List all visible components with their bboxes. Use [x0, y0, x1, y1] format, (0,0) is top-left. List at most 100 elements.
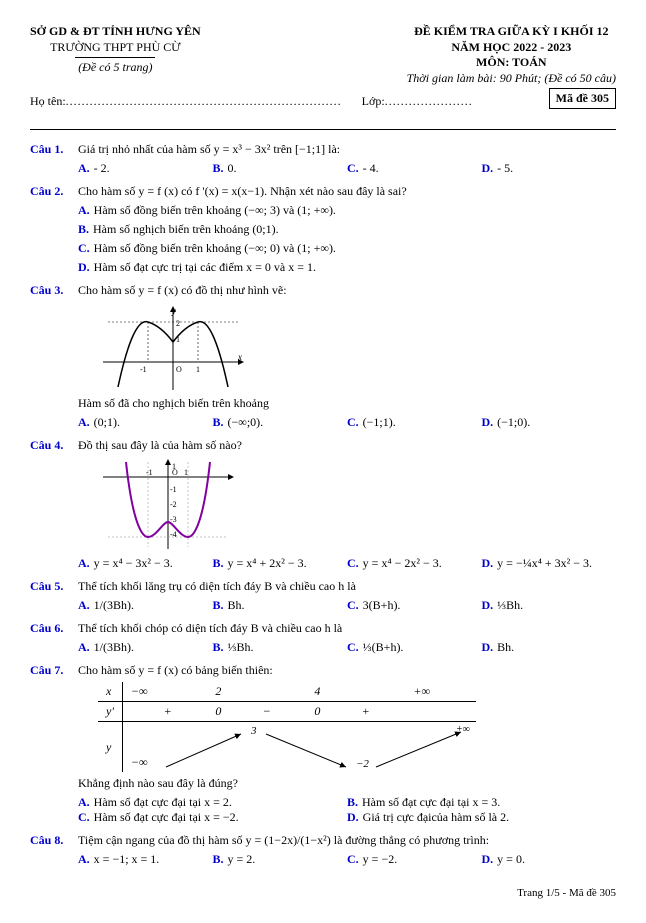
q7-c: Hàm số đạt cực đại tại x = −2.: [94, 810, 239, 824]
q6-b: ⅓Bh.: [228, 640, 254, 654]
header-left: SỞ GD & ĐT TỈNH HƯNG YÊN TRƯỜNG THPT PHÙ…: [30, 24, 201, 86]
q5-text: Thể tích khối lăng trụ có diện tích đáy …: [78, 579, 616, 594]
q2-b: Hàm số nghịch biến trên khoảng (0;1).: [93, 222, 279, 236]
question-1: Câu 1. Giá trị nhỏ nhất của hàm số y = x…: [30, 142, 616, 176]
q3-post: Hàm số đã cho nghịch biến trên khoảng: [78, 396, 616, 411]
svg-text:-2: -2: [170, 500, 177, 509]
q3-graph: y x O 2 1 -1 1: [98, 302, 616, 392]
q1-d: - 5.: [497, 161, 513, 175]
q5-c: 3(B+h).: [363, 598, 401, 612]
svg-text:1: 1: [172, 462, 176, 471]
exam-code-box: Mã đề 305: [549, 88, 616, 109]
q1-c-label: C.: [347, 161, 359, 175]
q7-label: Câu 7.: [30, 663, 78, 825]
svg-text:y: y: [171, 306, 176, 316]
question-7: Câu 7. Cho hàm số y = f (x) có bảng biến…: [30, 663, 616, 825]
header-right: ĐỀ KIỂM TRA GIỮA KỲ I KHỐI 12 NĂM HỌC 20…: [407, 24, 616, 86]
svg-text:1: 1: [184, 468, 188, 477]
q7-arrows: 3 −2 +∞: [156, 722, 476, 772]
svg-text:2: 2: [176, 319, 180, 328]
question-6: Câu 6. Thể tích khối chóp có diện tích đ…: [30, 621, 616, 655]
name-label: Họ tên:: [30, 94, 66, 108]
q7-text: Cho hàm số y = f (x) có bảng biến thiên:: [78, 663, 616, 678]
q2-c: Hàm số đồng biến trên khoảng (−∞; 0) và …: [94, 241, 336, 255]
horizontal-rule: [30, 129, 616, 130]
class-label: Lớp:: [362, 94, 385, 108]
q5-label: Câu 5.: [30, 579, 78, 613]
q6-text: Thể tích khối chóp có diện tích đáy B và…: [78, 621, 616, 636]
q4-d: y = −¼x⁴ + 3x² − 3.: [497, 556, 592, 570]
name-row: Họ tên:.................................…: [30, 94, 549, 109]
q2-d: Hàm số đạt cực trị tại các điểm x = 0 và…: [94, 260, 316, 274]
svg-text:O: O: [176, 365, 182, 374]
q6-d: Bh.: [497, 640, 514, 654]
q3-d: (−1;0).: [497, 415, 530, 429]
q3-a: (0;1).: [94, 415, 120, 429]
q8-d: y = 0.: [497, 852, 525, 866]
q2-a: Hàm số đồng biến trên khoảng (−∞; 3) và …: [94, 203, 336, 217]
q1-a-label: A.: [78, 161, 90, 175]
q1-d-label: D.: [482, 161, 494, 175]
svg-text:+∞: +∞: [456, 724, 470, 735]
question-2: Câu 2. Cho hàm số y = f (x) có f '(x) = …: [30, 184, 616, 275]
svg-text:−2: −2: [356, 758, 369, 770]
q4-text: Đồ thị sau đây là của hàm số nào?: [78, 438, 616, 453]
q4-graph: O 1 -1 1 -1 -2 -3 -4: [98, 457, 616, 552]
q2-text: Cho hàm số y = f (x) có f '(x) = x(x−1).…: [78, 184, 616, 199]
svg-text:3: 3: [250, 725, 257, 737]
q6-c: ⅓(B+h).: [363, 640, 404, 654]
year: NĂM HỌC 2022 - 2023: [407, 40, 616, 56]
divider: [75, 57, 155, 58]
page-footer: Trang 1/5 - Mã đề 305: [30, 887, 616, 899]
pages-note: (Đề có 5 trang): [30, 60, 201, 76]
q4-b: y = x⁴ + 2x² − 3.: [228, 556, 307, 570]
q3-c: (−1;1).: [363, 415, 396, 429]
question-4: Câu 4. Đồ thị sau đây là của hàm số nào?…: [30, 438, 616, 571]
q1-label: Câu 1.: [30, 142, 78, 176]
svg-text:-1: -1: [170, 485, 177, 494]
q6-label: Câu 6.: [30, 621, 78, 655]
subject: MÔN: TOÁN: [407, 55, 616, 71]
q2-label: Câu 2.: [30, 184, 78, 275]
q3-label: Câu 3.: [30, 283, 78, 430]
q5-d: ⅓Bh.: [497, 598, 523, 612]
class-dots: ......................: [385, 94, 473, 108]
svg-text:-1: -1: [140, 365, 147, 374]
q7-b: Hàm số đạt cực đại tại x = 3.: [362, 795, 500, 809]
q7-variation-table: x−∞24+∞ y'+0−0+ y −∞ 3 −2: [78, 682, 616, 772]
dept: SỞ GD & ĐT TỈNH HƯNG YÊN: [30, 24, 201, 40]
q7-post: Khẳng định nào sau đây là đúng?: [78, 776, 616, 791]
q5-b: Bh.: [228, 598, 245, 612]
q1-b-label: B.: [213, 161, 224, 175]
time-note: Thời gian làm bài: 90 Phút; (Đề có 50 câ…: [407, 71, 616, 87]
question-3: Câu 3. Cho hàm số y = f (x) có đồ thị nh…: [30, 283, 616, 430]
q4-c: y = x⁴ − 2x² − 3.: [363, 556, 442, 570]
q3-text: Cho hàm số y = f (x) có đồ thị như hình …: [78, 283, 616, 298]
svg-text:1: 1: [196, 365, 200, 374]
q8-b: y = 2.: [228, 852, 256, 866]
q1-a: - 2.: [94, 161, 110, 175]
school: TRƯỜNG THPT PHÙ CỪ: [30, 40, 201, 56]
q8-a: x = −1; x = 1.: [94, 852, 160, 866]
q7-a: Hàm số đạt cực đại tại x = 2.: [94, 795, 232, 809]
header: SỞ GD & ĐT TỈNH HƯNG YÊN TRƯỜNG THPT PHÙ…: [30, 24, 616, 86]
q8-text: Tiệm cận ngang của đồ thị hàm số y = (1−…: [78, 833, 616, 848]
svg-text:-1: -1: [146, 468, 153, 477]
svg-text:x: x: [237, 352, 242, 362]
q4-a: y = x⁴ − 3x² − 3.: [94, 556, 173, 570]
q6-a: 1/(3Bh).: [94, 640, 134, 654]
q8-c: y = −2.: [363, 852, 398, 866]
question-5: Câu 5. Thể tích khối lăng trụ có diện tí…: [30, 579, 616, 613]
q1-c: - 4.: [363, 161, 379, 175]
q3-b: (−∞;0).: [228, 415, 264, 429]
svg-text:-4: -4: [170, 530, 177, 539]
q1-b: 0.: [228, 161, 237, 175]
q5-a: 1/(3Bh).: [94, 598, 134, 612]
q8-label: Câu 8.: [30, 833, 78, 867]
question-8: Câu 8. Tiệm cận ngang của đồ thị hàm số …: [30, 833, 616, 867]
q4-label: Câu 4.: [30, 438, 78, 571]
exam-title: ĐỀ KIỂM TRA GIỮA KỲ I KHỐI 12: [407, 24, 616, 40]
name-dots: ........................................…: [66, 94, 342, 108]
q7-d: Giá trị cực đạicủa hàm số là 2.: [363, 810, 509, 824]
q1-text: Giá trị nhỏ nhất của hàm số y = x³ − 3x²…: [78, 142, 616, 157]
